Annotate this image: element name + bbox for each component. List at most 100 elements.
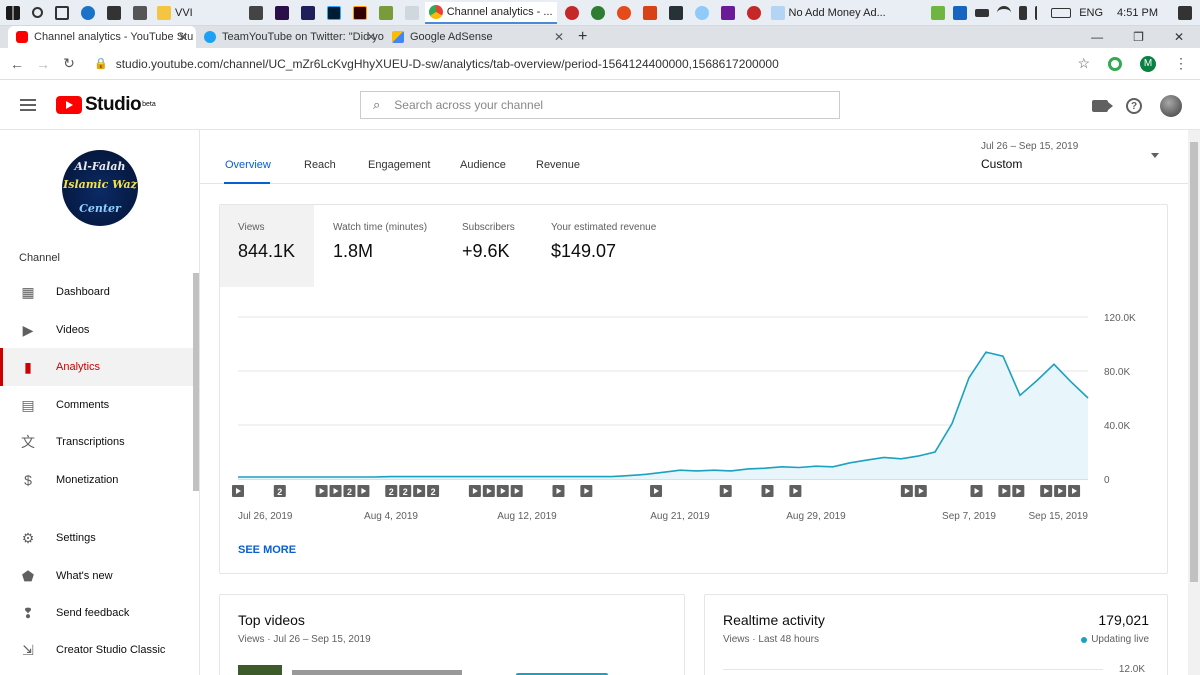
sidebar-item-monetization[interactable]: $ Monetization [0, 461, 193, 499]
sidebar-item-whats-new[interactable]: ⬟ What's new [0, 557, 193, 595]
minimize-icon[interactable]: — [1091, 30, 1104, 44]
close-tab-icon[interactable]: ✕ [365, 30, 376, 44]
extension-icon[interactable] [1108, 56, 1122, 71]
headphones-icon[interactable] [564, 5, 579, 20]
app-icon[interactable] [694, 5, 709, 20]
see-more-link[interactable]: SEE MORE [238, 544, 297, 556]
video-thumbnail[interactable] [238, 665, 282, 675]
taskbar-app-chrome[interactable]: Channel analytics - ... [424, 1, 557, 24]
sidebar-item-analytics[interactable]: ▮ Analytics [0, 348, 193, 386]
mail-icon[interactable] [133, 5, 147, 20]
app-icon[interactable] [642, 5, 657, 20]
page-scrollbar[interactable] [1188, 130, 1200, 675]
app-icon[interactable] [668, 5, 683, 20]
wifi-icon[interactable] [997, 5, 1012, 20]
sidebar-scrollbar[interactable] [193, 273, 199, 491]
chart-app-icon[interactable] [404, 5, 419, 20]
sidebar-item-comments[interactable]: ▤ Comments [0, 386, 193, 424]
tab-reach[interactable]: Reach [304, 159, 336, 171]
sidebar-item-dashboard[interactable]: ▦ Dashboard [0, 273, 193, 311]
browser-tab[interactable]: TeamYouTube on Twitter: "Did yo ✕ [196, 26, 384, 48]
url-field[interactable]: 🔒 studio.youtube.com/channel/UC_mZr6LcKv… [94, 52, 1077, 76]
close-window-icon[interactable]: ✕ [1173, 30, 1184, 44]
video-title-line[interactable] [292, 670, 462, 675]
channel-avatar-line3: Center [79, 202, 121, 215]
account-avatar[interactable] [1160, 95, 1182, 117]
sidebar-item-creator-studio-classic[interactable]: ⇲ Creator Studio Classic [0, 631, 193, 669]
taskbar-app-notepad[interactable]: No Add Money Ad... [767, 2, 897, 24]
tray-app-icon[interactable] [931, 5, 946, 20]
sidebar-item-send-feedback[interactable]: ❢ Send feedback [0, 594, 193, 632]
browser-tab[interactable]: Google AdSense ✕ [384, 26, 572, 48]
app-icon[interactable] [746, 5, 761, 20]
sidebar-item-videos[interactable]: ▶ Videos [0, 311, 193, 349]
y-tick-label: 40.0K [1104, 421, 1130, 432]
volume-icon[interactable] [1019, 5, 1028, 20]
tab-engagement[interactable]: Engagement [368, 159, 431, 171]
photoshop-icon[interactable] [326, 5, 341, 20]
sidebar-item-label: Transcriptions [56, 436, 125, 448]
sidebar-item-label: Settings [56, 532, 96, 544]
date-range-text[interactable]: Jul 26 – Sep 15, 2019 [981, 141, 1079, 152]
date-preset[interactable]: Custom [981, 157, 1023, 171]
sidebar-item-settings[interactable]: ⚙ Settings [0, 519, 193, 557]
notifications-icon[interactable] [1178, 5, 1192, 20]
browser-tab[interactable]: Channel analytics - YouTube Stu ✕ [8, 26, 196, 48]
help-icon[interactable]: ? [1126, 98, 1142, 114]
tray-app-icon[interactable] [953, 5, 968, 20]
channel-avatar[interactable]: Al-Falah Islamic Waz Center [62, 150, 138, 226]
metric-views[interactable]: Views 844.1K [220, 205, 314, 287]
search-icon[interactable] [32, 7, 43, 18]
close-tab-icon[interactable]: ✕ [553, 30, 564, 44]
metric-watch-time[interactable]: Watch time (minutes) 1.8M [315, 205, 443, 287]
battery-icon[interactable] [975, 8, 990, 17]
play-icon [723, 488, 729, 494]
windows-start-icon[interactable] [6, 5, 20, 20]
premiere-alt-icon[interactable] [300, 5, 315, 20]
close-tab-icon[interactable]: ✕ [177, 30, 188, 44]
edge-icon[interactable] [81, 5, 95, 20]
app-icon[interactable] [616, 5, 631, 20]
reload-icon[interactable]: ↻ [63, 55, 75, 71]
forward-icon[interactable]: → [36, 55, 50, 72]
store-icon[interactable] [107, 5, 121, 20]
pen-icon[interactable] [1035, 5, 1043, 20]
hamburger-menu-icon[interactable] [20, 98, 36, 111]
chevron-down-icon[interactable] [1151, 153, 1159, 158]
lock-icon[interactable]: 🔒 [94, 58, 108, 70]
studio-logo-text: Studio [85, 93, 142, 115]
tab-revenue[interactable]: Revenue [536, 159, 581, 171]
play-icon [654, 488, 660, 494]
calculator-icon[interactable] [248, 5, 263, 20]
create-video-icon[interactable] [1092, 100, 1113, 112]
new-tab-button[interactable]: + [578, 28, 588, 45]
studio-logo[interactable]: Studio beta [56, 94, 156, 116]
search-input[interactable]: ⌕ Search across your channel [360, 91, 840, 119]
sidebar-item-transcriptions[interactable]: 文 Transcriptions [0, 423, 193, 461]
app-icon[interactable] [720, 5, 735, 20]
play-icon [765, 488, 771, 494]
profile-avatar[interactable]: M [1140, 55, 1156, 72]
browser-menu-icon[interactable]: ⋮ [1174, 55, 1188, 71]
bookmark-star-icon[interactable]: ☆ [1077, 55, 1090, 71]
maximize-icon[interactable]: ❐ [1133, 30, 1144, 44]
keyboard-icon[interactable] [1051, 7, 1072, 18]
language-indicator[interactable]: ENG [1079, 6, 1104, 19]
app-icon[interactable] [378, 5, 393, 20]
premiere-icon[interactable] [274, 5, 289, 20]
illustrator-icon[interactable] [352, 5, 367, 20]
video-count-label: 2 [277, 487, 282, 497]
app-icon[interactable] [590, 5, 605, 20]
clock[interactable]: 4:51 PM [1117, 6, 1158, 19]
page-scrollbar-thumb[interactable] [1190, 142, 1198, 582]
metric-subscribers[interactable]: Subscribers +9.6K [444, 205, 532, 287]
task-view-icon[interactable] [55, 5, 69, 20]
back-icon[interactable]: ← [10, 55, 24, 72]
realtime-subtitle: Views · Last 48 hours [723, 634, 819, 645]
metric-revenue[interactable]: Your estimated revenue $149.07 [533, 205, 663, 287]
tab-audience[interactable]: Audience [460, 159, 506, 171]
tab-overview[interactable]: Overview [225, 159, 271, 171]
play-icon [417, 488, 423, 494]
taskbar-app-vvi[interactable]: VVI [153, 2, 197, 24]
